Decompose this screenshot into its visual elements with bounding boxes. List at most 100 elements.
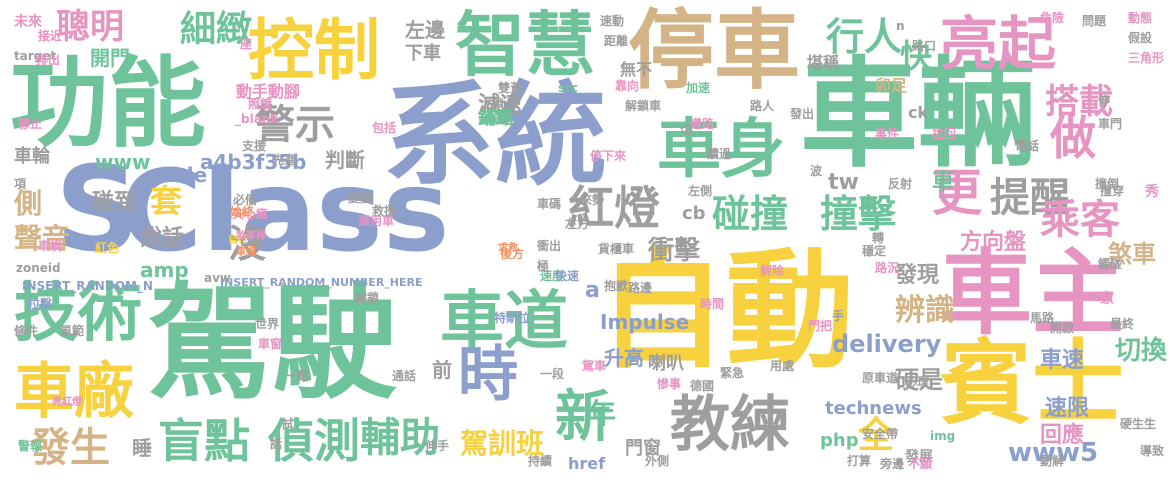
word: src: [558, 81, 579, 95]
word: 危險: [1040, 11, 1065, 25]
word: 車主: [940, 240, 1125, 347]
word: 車擋: [236, 247, 256, 258]
word: 搭載: [1045, 82, 1113, 122]
word: 全: [858, 415, 895, 456]
word: 一點: [285, 369, 310, 383]
word: avw: [204, 271, 232, 285]
word: 發展: [905, 449, 933, 465]
word: Class: [120, 147, 450, 277]
word: www5: [1008, 438, 1099, 468]
word: 更: [932, 164, 982, 222]
word: 發生: [30, 425, 110, 471]
word: 靠向: [615, 79, 640, 93]
word: 衝擊: [648, 236, 701, 266]
word: 始終: [230, 205, 255, 219]
word: 駕駛: [148, 272, 397, 416]
word: 極: [537, 259, 550, 273]
word: 智慧: [455, 4, 595, 86]
word: 開啟: [1050, 321, 1075, 335]
word: 減速: [478, 93, 523, 118]
word: 試: [282, 417, 295, 431]
word: INSERT_RANDOM_NUMBER_HERE: [220, 276, 423, 289]
word: 年: [588, 397, 617, 430]
word: Side: [158, 163, 208, 187]
word: 車碼: [537, 197, 562, 211]
word: 旁邊: [880, 457, 905, 471]
word: 撞穿: [1100, 184, 1125, 198]
word: 輔助: [360, 415, 440, 461]
word: 聲音: [14, 222, 71, 255]
word: 風範: [60, 324, 85, 338]
word: 發現: [895, 263, 940, 288]
word: 慘事: [657, 377, 682, 391]
word: 必備: [233, 193, 258, 207]
word: img: [930, 429, 956, 443]
word: 車輪: [14, 146, 50, 167]
word: 發出: [790, 107, 815, 121]
word: 拉擊: [28, 297, 53, 311]
word: 撞倒: [1095, 177, 1120, 191]
word: n: [896, 19, 905, 33]
word: 動態: [1128, 11, 1153, 25]
word: 做: [1050, 111, 1096, 165]
word: 堪稱: [807, 53, 840, 72]
word: 穩定: [862, 244, 887, 258]
word: 先進: [272, 153, 297, 167]
word: 問題: [1082, 14, 1107, 28]
word: 心理: [905, 375, 930, 389]
word: 導致: [1140, 444, 1165, 458]
word: 照鏡: [248, 97, 273, 111]
word: 盲點: [158, 414, 250, 468]
word: www: [95, 150, 151, 174]
word: 車速: [1040, 348, 1085, 373]
word: 速限: [1045, 396, 1090, 421]
word: 鋪路: [478, 108, 514, 129]
word: 碰撞: [712, 192, 789, 236]
word: 衝出: [537, 239, 562, 253]
word: 馬路: [1030, 311, 1055, 325]
word: target: [14, 49, 57, 63]
word: 警報: [18, 439, 43, 453]
word: a4b3f35b: [200, 150, 307, 174]
word: 解鎖: [355, 291, 380, 305]
word: 反射: [888, 177, 913, 191]
word: 續過: [707, 147, 732, 161]
word: 鋪路: [478, 108, 511, 127]
word: 前: [432, 358, 452, 382]
word: Impulse: [600, 310, 690, 334]
word: 路邊: [628, 281, 653, 295]
word: 電話: [1015, 139, 1040, 153]
word: 一段: [540, 367, 565, 381]
word: href: [568, 454, 606, 473]
word: 路人: [750, 99, 775, 113]
word: 德國: [690, 379, 715, 393]
word: 家: [1100, 291, 1114, 307]
word: 車門: [1098, 117, 1123, 131]
word: 判斷: [325, 148, 365, 172]
word: 車身: [657, 113, 785, 187]
word: 功能: [10, 47, 207, 161]
word: 自動: [598, 237, 855, 386]
word: 求救: [498, 243, 518, 254]
word: php: [820, 430, 859, 451]
word: ck: [908, 103, 929, 122]
word: 套: [150, 182, 183, 220]
word: 解除: [760, 264, 785, 278]
word: 速度: [540, 269, 565, 283]
word: 左側: [688, 184, 713, 198]
word: _blank: [235, 112, 279, 126]
word: 事件: [875, 127, 900, 141]
word: 假設: [1128, 31, 1153, 45]
word: 不願: [908, 457, 933, 471]
word: 煞車: [1108, 240, 1156, 268]
word: 車道: [440, 285, 568, 359]
word: 新: [555, 385, 611, 450]
word: 碰到: [92, 190, 137, 215]
word: 打算: [847, 454, 872, 468]
word: 動解: [1040, 454, 1065, 468]
word: 煞車桿: [236, 231, 266, 242]
word: 距離: [604, 34, 629, 48]
word: 通話: [392, 369, 417, 383]
word: 路口: [912, 39, 937, 53]
word: 警示: [255, 102, 335, 148]
